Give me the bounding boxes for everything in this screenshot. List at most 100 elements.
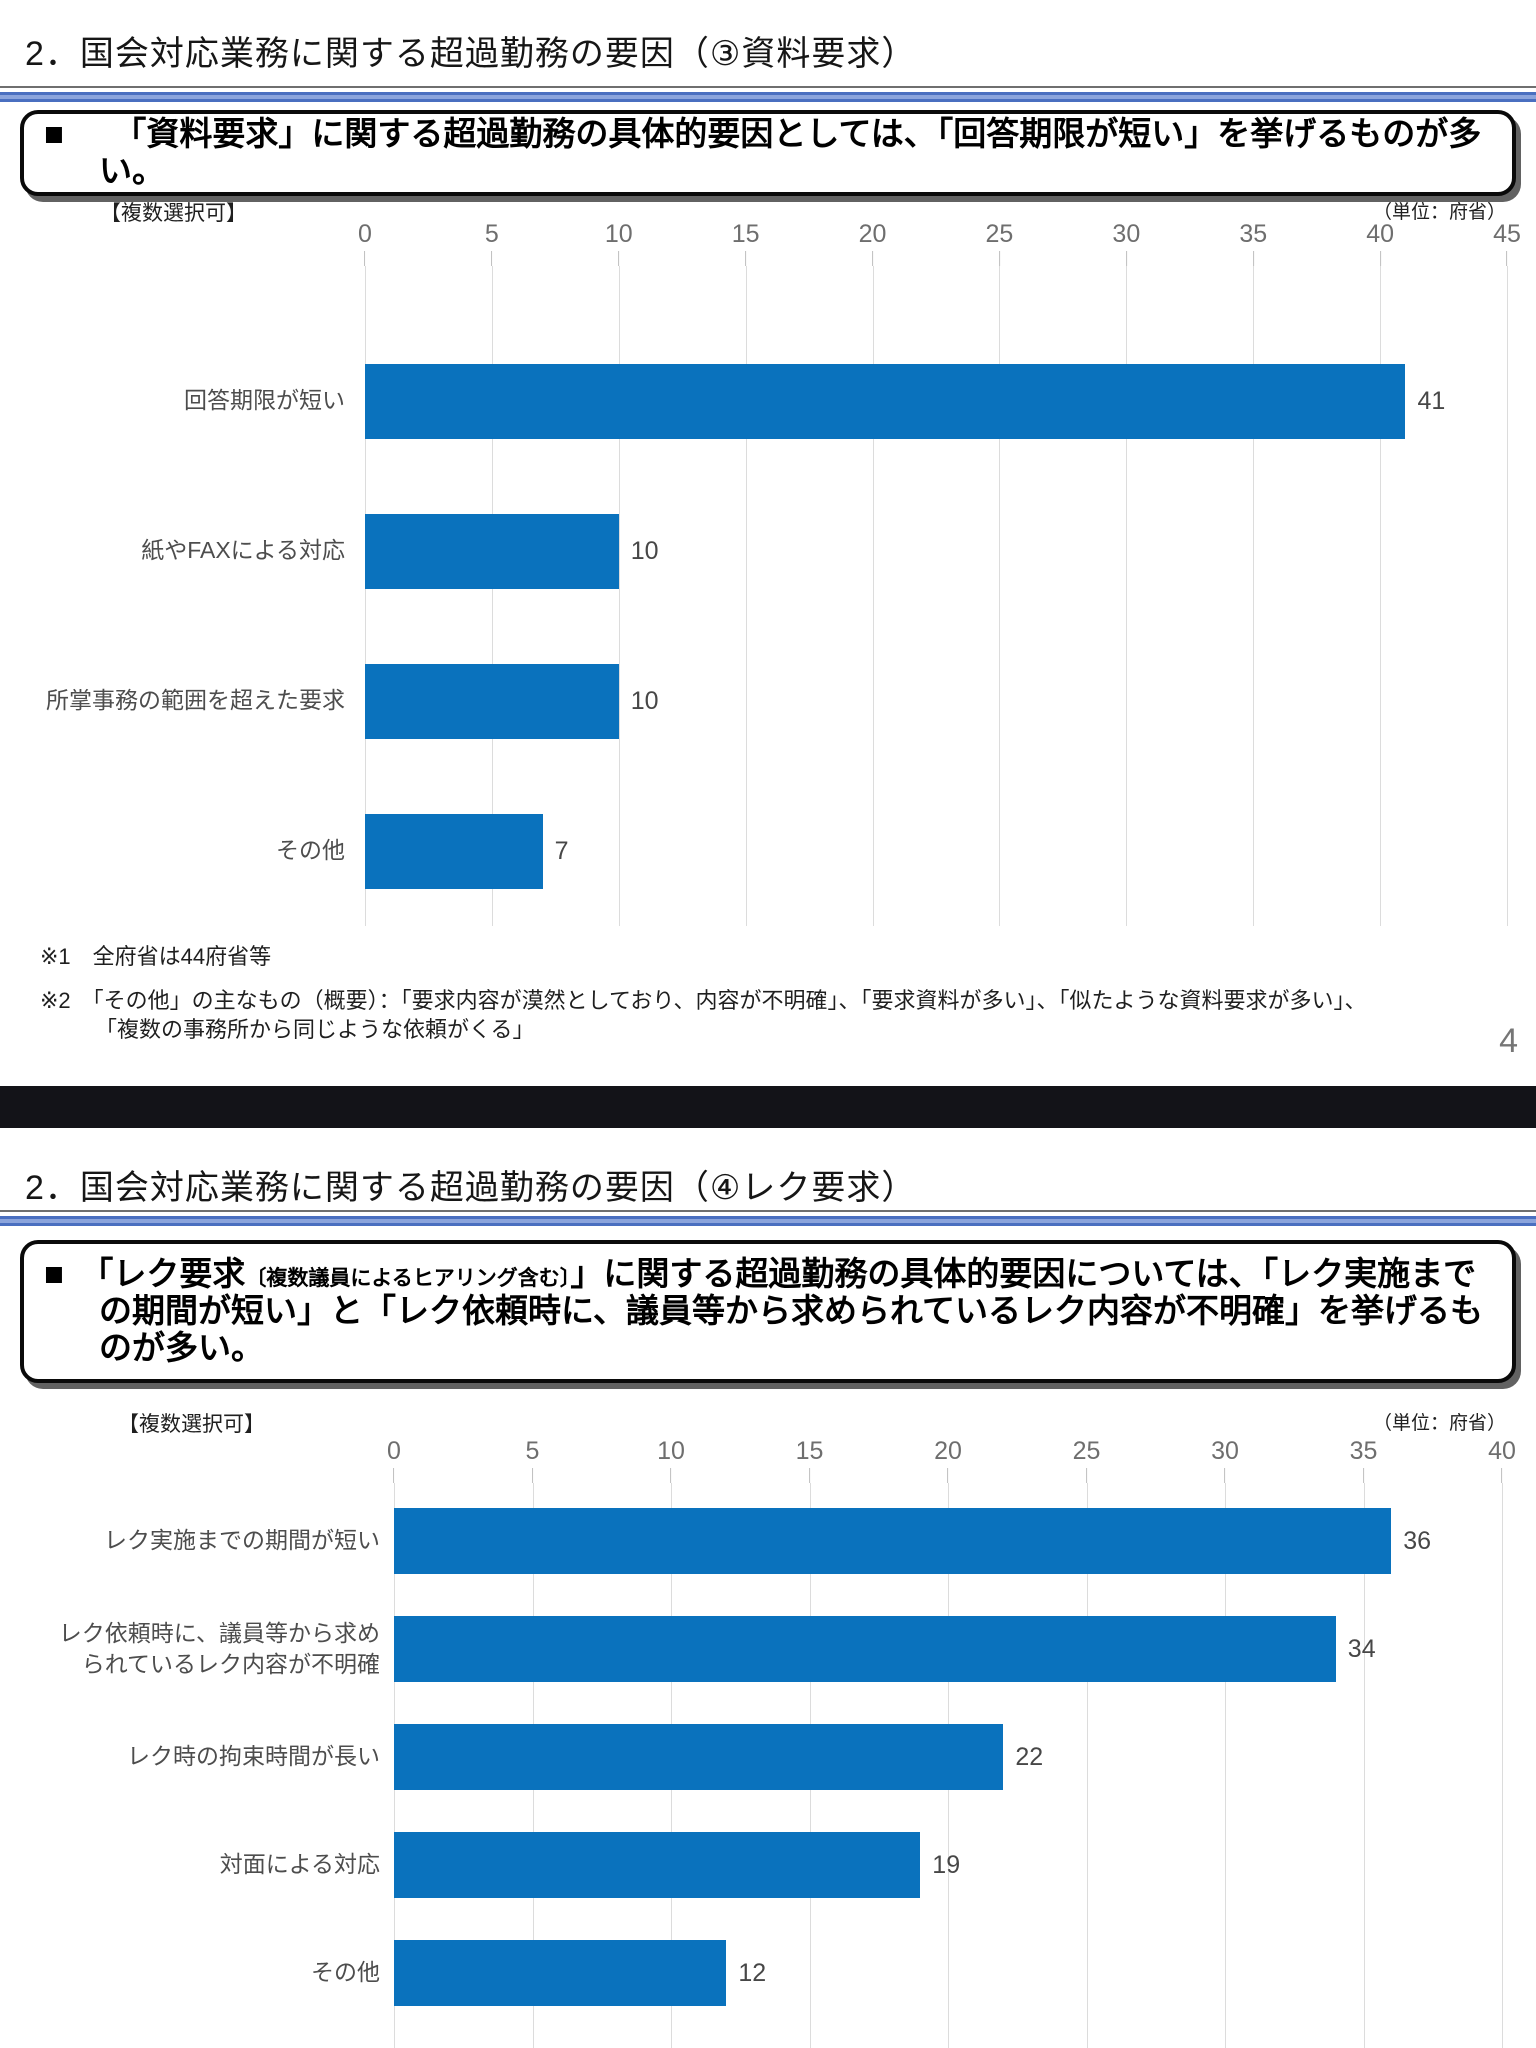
x-axis-tick-label: 25 [1072, 1437, 1101, 1465]
x-axis-tick-label: 35 [1349, 1437, 1378, 1465]
x-axis-tick: 40 [1366, 220, 1394, 266]
x-axis-tick: 10 [605, 220, 633, 266]
x-axis-tick-label: 40 [1366, 220, 1395, 248]
x-axis-tick: 10 [657, 1437, 685, 1483]
x-axis-tick-mark [1501, 1468, 1503, 1483]
value-axis: 0 5 10 15 20 25 30 35 40 45 [358, 220, 1521, 266]
rule-blue-band [0, 1216, 1536, 1226]
x-axis-tick-mark [491, 251, 493, 266]
x-axis-tick: 35 [1239, 220, 1267, 266]
page-separator-band [0, 1086, 1536, 1128]
category-label: 所掌事務の範囲を超えた要求 [46, 687, 345, 714]
bar [365, 813, 543, 889]
briefing-request-factors-chart: レク実施までの期間が短い レク依頼時に、議員等から求め られているレク内容が不明確… [0, 1437, 1536, 2048]
bar-value-label: 10 [630, 536, 659, 565]
x-axis-tick-label: 5 [525, 1437, 540, 1465]
slide2-key-message-parenthetical: 〔複数議員によるヒアリング含む〕 [245, 1267, 571, 1290]
x-axis-tick-label: 15 [731, 220, 760, 248]
bar [365, 513, 619, 589]
x-axis-tick-mark [809, 1468, 810, 1483]
x-axis-tick-label: 5 [484, 220, 499, 248]
x-axis-tick-label: 25 [985, 220, 1014, 248]
bar-value-label: 22 [1015, 1742, 1044, 1771]
x-axis-tick-label: 30 [1112, 220, 1141, 248]
category-label: レク時の拘束時間が長い [127, 1743, 380, 1770]
bar-row: 22 [394, 1703, 1502, 1811]
gridline [1225, 1483, 1226, 2048]
x-axis-tick-mark [947, 1468, 949, 1483]
x-axis-tick-mark [1252, 251, 1254, 266]
bar [394, 1616, 1336, 1682]
unit-note: （単位：府省） [1372, 202, 1506, 223]
x-axis-tick-label: 40 [1488, 1437, 1516, 1465]
gridline [618, 266, 620, 926]
x-axis-tick-label: 35 [1239, 220, 1268, 248]
chart-axis-area: 0 5 10 15 20 25 30 35 40 45 41 10 10 7 [358, 220, 1521, 926]
slide2-title-rule [0, 1210, 1536, 1226]
x-axis-tick: 15 [732, 220, 760, 266]
rule-blue-band [0, 92, 1536, 102]
gridline [1507, 266, 1508, 926]
multi-select-note: 【複数選択可】 [100, 202, 247, 225]
slide2-key-message-rest: 」に関する超過勤務の具体的要因については、「レク実施までの期間が短い」と「レク依… [99, 1255, 1484, 1366]
x-axis-tick-mark [1086, 1468, 1087, 1483]
bar-value-label: 12 [738, 1958, 767, 1987]
bar-value-label: 7 [554, 836, 569, 865]
x-axis-tick-mark [998, 251, 1000, 266]
x-axis-tick-mark [872, 251, 874, 266]
bar [394, 1724, 1004, 1790]
x-axis-tick: 20 [934, 1437, 962, 1483]
bars-container: 36 34 22 19 12 [394, 1483, 1502, 2048]
category-label: 対面による対応 [219, 1851, 380, 1878]
bar-row: 10 [365, 626, 1507, 776]
category-label: 回答期限が短い [184, 387, 345, 414]
x-axis-tick-mark [1379, 251, 1381, 266]
unit-note: （単位：府省） [1372, 1413, 1506, 1434]
x-axis-tick-mark [1125, 251, 1127, 266]
slide2-chart-header: 【複数選択可】 （単位：府省） [0, 1408, 1506, 1436]
x-axis-tick-label: 10 [604, 220, 633, 248]
bar-row: 41 [365, 326, 1507, 476]
gridline [1363, 1483, 1365, 2048]
x-axis-tick-label: 20 [934, 1437, 962, 1465]
x-axis-tick-label: 30 [1211, 1437, 1239, 1465]
gridline [1126, 266, 1128, 926]
gridline [745, 266, 747, 926]
bar-row: 36 [394, 1487, 1502, 1595]
x-axis-tick-mark [1363, 1468, 1364, 1483]
gridline [1086, 1483, 1088, 2048]
gridline [872, 266, 874, 926]
x-axis-tick: 15 [796, 1437, 823, 1483]
x-axis-tick: 40 [1488, 1437, 1516, 1483]
x-axis-tick-mark [618, 251, 620, 266]
bar [394, 1940, 727, 2006]
x-axis-tick-mark [364, 251, 366, 266]
gridline [999, 266, 1001, 926]
bar-value-label: 36 [1403, 1526, 1431, 1555]
bar [365, 363, 1406, 439]
x-axis-tick-mark [1224, 1468, 1226, 1483]
value-axis: 0 5 10 15 20 25 30 35 40 [387, 1437, 1516, 1483]
slide2-title: 2．国会対応業務に関する超過勤務の要因（④レク要求） [25, 1169, 917, 1207]
slide1-title-rule [0, 86, 1536, 102]
x-axis-tick: 25 [985, 220, 1014, 266]
x-axis-tick: 35 [1349, 1437, 1378, 1483]
x-axis-tick-mark [670, 1468, 672, 1483]
bar [394, 1508, 1392, 1574]
bar-value-label: 34 [1347, 1634, 1376, 1663]
bar-row: 12 [394, 1919, 1502, 2027]
x-axis-tick-label: 10 [657, 1437, 685, 1465]
bar-value-label: 19 [932, 1850, 961, 1879]
x-axis-tick: 0 [358, 220, 372, 266]
x-axis-tick-label: 45 [1493, 220, 1521, 248]
category-label: レク実施までの期間が短い [104, 1527, 380, 1554]
x-axis-tick-mark [1506, 251, 1508, 266]
slide1-title: 2．国会対応業務に関する超過勤務の要因（③資料要求） [25, 35, 917, 73]
bar-row: 19 [394, 1811, 1502, 1919]
rule-thin-line [0, 1210, 1536, 1212]
footnote-1: ※1 全府省は44府省等 [40, 944, 272, 969]
x-axis-tick: 25 [1072, 1437, 1101, 1483]
category-label: その他 [311, 1959, 380, 1986]
x-axis-tick: 0 [387, 1437, 401, 1483]
